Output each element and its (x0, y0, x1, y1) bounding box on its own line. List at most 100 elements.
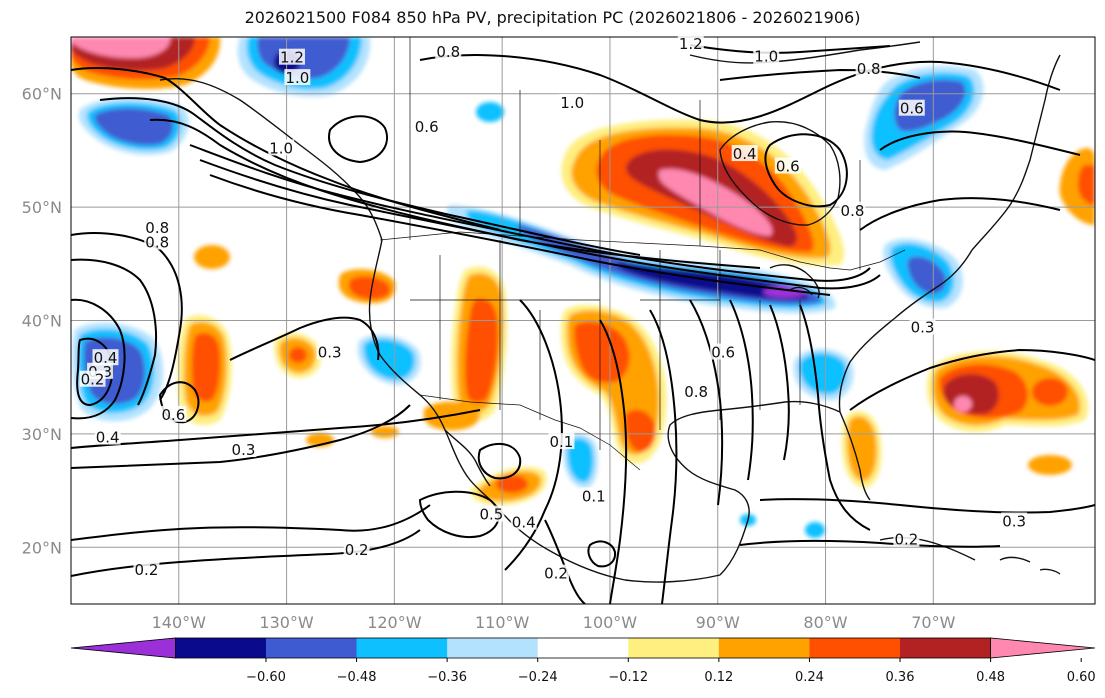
pv-loop-mexico (587, 540, 617, 568)
pv-contour-0-3-lat30 (71, 404, 411, 469)
contour-label-0: 1.2 (278, 48, 305, 67)
contour-label-text: 1.2 (679, 35, 703, 53)
pv-ridge-se (799, 304, 871, 531)
contour-label-13: 0.8 (144, 218, 171, 237)
lat-label-4: 20°N (22, 538, 62, 557)
contour-label-bg (683, 383, 710, 400)
contour-label-text: 0.3 (318, 344, 342, 362)
contour-labels: 1.21.00.8 1.21.00.80.61.00.61.0 0.40.60.80… (79, 35, 1028, 583)
contour-label-text: 1.0 (269, 139, 293, 157)
contour-label-bg (543, 564, 570, 581)
pv-contours (71, 44, 1095, 604)
contour-label-28: 0.1 (580, 487, 607, 506)
latitude-labels: 60°N 50°N 40°N 30°N 20°N (22, 85, 62, 558)
contour-label-text: 0.8 (145, 234, 169, 252)
contour-label-text: 0.2 (81, 371, 105, 389)
pv-loop-west (328, 115, 388, 164)
contour-label-bg (79, 370, 106, 387)
contour-label-text: 0.3 (1002, 512, 1026, 530)
lat-label-3: 30°N (22, 425, 62, 444)
pv-contour-0-2-lat20-east (739, 539, 1001, 548)
contour-label-2: 0.8 (435, 43, 462, 61)
gulf-coast (667, 400, 841, 576)
contour-label-bg (92, 349, 119, 366)
pv-contour-0-2-south (71, 504, 431, 541)
lon-label-1: 130°W (259, 613, 314, 632)
contour-label-15: 0.4 (92, 349, 119, 367)
se-us-positive-area (842, 411, 882, 488)
contour-label-24: 0.2 (343, 540, 370, 559)
pacific-small-positive-area (194, 245, 230, 269)
map-area (71, 37, 1095, 604)
contour-label-11: 0.6 (774, 157, 801, 176)
pv-trough-2 (599, 319, 628, 604)
contour-label-26: 0.2 (543, 564, 570, 583)
colorbar: −0.60 −0.48 −0.36 −0.24 −0.12 0.12 0.24 0.36 0.4… (70, 637, 1096, 685)
contour-label-19: 0.3 (316, 343, 343, 362)
contour-label-20: 0.4 (94, 428, 121, 447)
bering-negative-area (78, 98, 189, 155)
contour-label-text: 0.8 (841, 202, 865, 220)
colorbar-label-9: 0.60 (1067, 670, 1096, 685)
pv-contour-0-2-lat20 (71, 529, 421, 577)
pv-trough-3 (649, 309, 678, 604)
colorbar-label-5: 0.12 (704, 670, 733, 685)
colorbar-label-6: 0.24 (795, 670, 824, 685)
us-canada-border (379, 231, 906, 271)
state-lines (410, 240, 801, 450)
pv-trough-4 (689, 299, 724, 506)
contour-label-25: 0.2 (133, 561, 160, 579)
contour-label-30: 0.6 (710, 343, 737, 362)
contour-label-text: 0.8 (684, 383, 708, 401)
colorbar-segment-7 (718, 638, 810, 658)
contour-label-6: 0.6 (898, 99, 925, 118)
colorbar-segment-4 (447, 638, 539, 658)
contour-label-bg (580, 487, 607, 504)
colorbar-extend-low (70, 637, 176, 659)
contour-label-text: 0.6 (161, 406, 185, 424)
contour-label-bg (855, 60, 882, 77)
contour-label-text: 0.6 (711, 344, 735, 362)
pv-contour-0-4-lat30 (71, 409, 481, 449)
us-mexico-border (419, 394, 641, 471)
contour-label-bg (839, 201, 866, 218)
colorbar-segment-3 (356, 638, 448, 658)
pv-contour-0-8-pacific (71, 232, 183, 401)
colorbar-segment-6 (628, 638, 720, 658)
contour-label-bg (160, 405, 187, 422)
contour-label-29: 0.8 (683, 383, 710, 401)
contour-label-bg (559, 94, 586, 111)
pv-contour-0-5 (418, 490, 500, 538)
pv-trough-5 (729, 299, 754, 481)
contour-label-text: 1.0 (754, 48, 778, 66)
contour-label-text: 0.1 (582, 488, 606, 506)
contour-label-text: 1.0 (560, 94, 584, 112)
contour-label-1: 1.0 (284, 69, 311, 87)
contour-label-text: 1.2 (280, 49, 304, 67)
pv-trough-6 (769, 304, 790, 461)
colorbar-segment-5 (537, 638, 629, 658)
west-coast (368, 239, 721, 583)
contour-label-text: 0.1 (550, 433, 574, 451)
political-borders (379, 37, 906, 471)
lon-label-5: 90°W (696, 613, 740, 632)
pv-contour-0-3-atlantic (849, 348, 1095, 411)
contour-label-text: 1.0 (285, 69, 309, 87)
contour-label-32: 0.3 (1001, 512, 1028, 530)
pv-jet-contours-c (209, 174, 831, 296)
contour-label-text: 0.4 (733, 145, 757, 163)
plains-positive-area (561, 305, 667, 464)
colorbar-label-1: −0.48 (337, 670, 377, 685)
contour-label-bg (94, 428, 121, 445)
lat-label-2: 40°N (22, 312, 62, 331)
colorbar-segment-1 (175, 638, 267, 658)
contour-label-bg (435, 43, 462, 60)
pv-hudson-loop (764, 133, 848, 208)
pv-contour-0-6-east (879, 130, 1081, 156)
baja-positive-area (470, 466, 547, 506)
contour-label-bg (316, 343, 343, 360)
lat-label-1: 50°N (22, 198, 62, 217)
contour-label-text: 0.3 (911, 319, 935, 337)
contour-label-bg (230, 441, 257, 458)
